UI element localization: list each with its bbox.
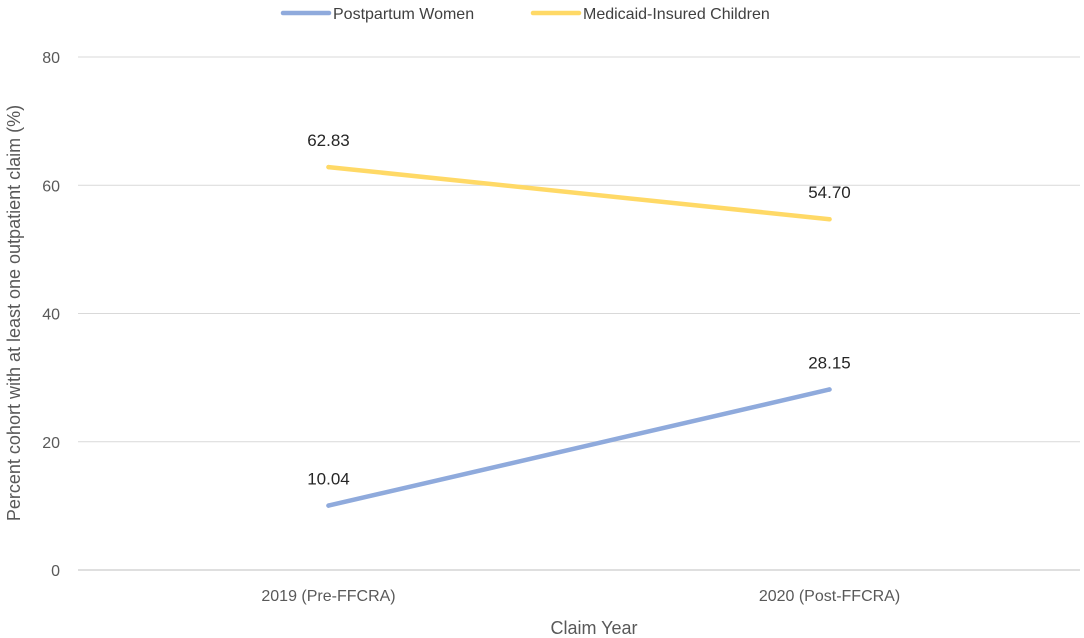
y-axis-ticks: 0 20 40 60 80 [42, 50, 60, 580]
x-axis-ticks: 2019 (Pre-FFCRA) 2020 (Post-FFCRA) [261, 588, 900, 605]
series-line-0 [326, 387, 832, 508]
data-labels: 10.04 28.15 62.83 54.70 [307, 131, 851, 489]
x-tick-label: 2020 (Post-FFCRA) [759, 588, 900, 605]
legend-label-medicaid-insured-children: Medicaid-Insured Children [583, 6, 770, 23]
data-point [827, 217, 832, 222]
data-point [326, 164, 331, 170]
series-group [326, 164, 832, 508]
y-tick-label: 40 [42, 307, 60, 324]
y-tick-label: 20 [42, 435, 60, 452]
series-line-1 [326, 164, 832, 222]
y-axis-title: Percent cohort with at least one outpati… [4, 105, 24, 521]
y-tick-label: 80 [42, 50, 60, 67]
data-label: 54.70 [808, 183, 851, 202]
data-point [326, 503, 331, 508]
x-axis-title: Claim Year [550, 618, 637, 638]
y-tick-label: 0 [51, 563, 60, 580]
data-label: 10.04 [307, 470, 350, 489]
x-tick-label: 2019 (Pre-FFCRA) [261, 588, 395, 605]
legend-label-postpartum-women: Postpartum Women [333, 6, 474, 23]
data-point [827, 387, 832, 392]
y-tick-label: 60 [42, 178, 60, 195]
data-label: 62.83 [307, 131, 350, 150]
legend: Postpartum Women Medicaid-Insured Childr… [280, 6, 770, 23]
data-label: 28.15 [808, 353, 851, 372]
gridlines [78, 56, 1080, 571]
